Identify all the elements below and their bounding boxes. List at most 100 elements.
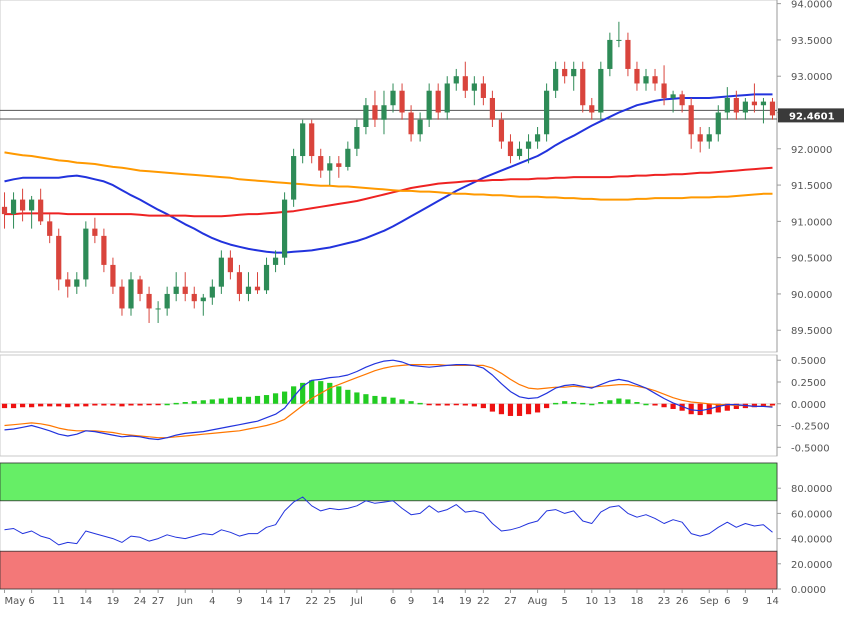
- candle-down: [733, 97, 739, 113]
- candle-down: [92, 228, 98, 236]
- macd-panel: 0.5000 0.2500 0.0000 -0.2500 -0.5000: [0, 354, 830, 457]
- candle-down: [652, 76, 658, 84]
- macd-histogram-bar-negative: [697, 403, 703, 416]
- macd-axis-tick-label: -0.5000: [791, 443, 830, 454]
- price-panel-frame: [0, 0, 778, 353]
- x-tick-label: 14: [766, 596, 779, 607]
- candle-down: [336, 163, 342, 167]
- candle-down: [110, 264, 116, 287]
- candle-up: [291, 156, 297, 200]
- candle-up: [525, 141, 532, 149]
- x-tick-label: 6: [390, 596, 396, 607]
- macd-histogram-bar-negative: [92, 403, 98, 406]
- candle-down: [191, 293, 197, 302]
- candle-down: [19, 199, 26, 211]
- macd-histogram-bar-positive: [354, 392, 360, 404]
- macd-histogram-bar-positive: [580, 402, 586, 405]
- x-tick-label: 10: [585, 596, 598, 607]
- macd-histogram-bar-negative: [453, 403, 459, 406]
- macd-histogram-bar-positive: [318, 381, 324, 404]
- x-tick-label: 25: [323, 596, 336, 607]
- candle-down: [56, 235, 62, 280]
- macd-histogram-bar-positive: [390, 397, 396, 404]
- candle-up: [363, 105, 369, 128]
- macd-histogram-bar-positive: [553, 402, 559, 405]
- macd-histogram-bar-negative: [10, 403, 17, 409]
- price-axis-tick-label: 91.5000: [791, 181, 832, 192]
- last-price-label: 92.4601: [789, 111, 835, 122]
- macd-histogram-bar-negative: [101, 403, 107, 406]
- macd-histogram-bar-negative: [1, 403, 8, 409]
- candle-down: [589, 105, 595, 113]
- macd-histogram-bar-negative: [19, 403, 26, 408]
- macd-histogram-bar-positive: [281, 391, 288, 404]
- macd-histogram-bar-positive: [589, 403, 595, 406]
- price-axis-tick-label: 91.0000: [791, 217, 832, 228]
- macd-histogram-bar-negative: [110, 403, 116, 406]
- candle-up: [534, 134, 541, 142]
- macd-histogram-bar-positive: [616, 398, 622, 404]
- candle-down: [697, 134, 703, 142]
- macd-histogram-bar-positive: [562, 401, 568, 404]
- macd-histogram-bar-negative: [670, 403, 676, 409]
- candle-down: [688, 105, 694, 135]
- macd-histogram-bar-positive: [173, 402, 179, 405]
- macd-line: [4, 359, 773, 441]
- candle-down: [435, 90, 441, 113]
- candle-up: [263, 264, 270, 291]
- candle-down: [1, 206, 8, 215]
- macd-histogram-bar-negative: [661, 403, 667, 408]
- candle-up: [128, 279, 134, 309]
- candle-up: [218, 257, 224, 287]
- macd-histogram-bar-positive: [263, 395, 270, 404]
- candle-up: [10, 199, 17, 215]
- x-tick-label: 4: [209, 596, 215, 607]
- candle-down: [119, 286, 125, 309]
- candle-up: [426, 90, 432, 120]
- candle-down: [498, 119, 505, 142]
- candle-down: [507, 141, 514, 157]
- price-axis-tick-label: 90.0000: [791, 290, 832, 301]
- macd-histogram-bar-negative: [516, 403, 523, 416]
- orange-moving-average-line: [4, 151, 773, 201]
- candle-up: [272, 257, 279, 265]
- x-tick-label: 5: [561, 596, 567, 607]
- candle-down: [489, 97, 496, 120]
- macd-histogram-bar-negative: [652, 403, 658, 406]
- candle-up: [742, 101, 748, 113]
- x-tick-label: 23: [658, 596, 671, 607]
- candle-up: [200, 297, 206, 302]
- candle-up: [444, 83, 450, 113]
- candle-down: [101, 235, 107, 265]
- macd-histogram-bar-negative: [715, 403, 721, 413]
- price-axis-tick-label: 94.0000: [791, 0, 832, 11]
- rsi-axis-tick-label: 60.0000: [791, 509, 832, 520]
- macd-histogram-bar-negative: [65, 403, 71, 408]
- candle-up: [471, 83, 477, 91]
- macd-histogram-bar-negative: [146, 403, 152, 406]
- macd-histogram-bar-positive: [363, 394, 369, 404]
- macd-histogram-bar-positive: [345, 389, 351, 404]
- macd-axis-tick-label: 0.2500: [791, 378, 826, 389]
- candle-up: [300, 123, 306, 157]
- x-tick-label: 27: [504, 596, 517, 607]
- candle-up: [453, 76, 459, 84]
- candle-down: [399, 90, 405, 113]
- x-tick-label: 6: [724, 596, 730, 607]
- macd-histogram-bar-positive: [408, 401, 414, 404]
- macd-histogram-bar-positive: [625, 399, 631, 404]
- macd-histogram-bar-negative: [760, 403, 767, 407]
- macd-histogram-bar-negative: [155, 403, 161, 406]
- candle-down: [661, 83, 667, 98]
- macd-histogram-bar-positive: [254, 395, 261, 404]
- macd-histogram-bar-negative: [119, 403, 125, 407]
- last-price-badge: [778, 108, 844, 123]
- x-tick-label: May: [5, 596, 26, 607]
- candle-up: [417, 119, 423, 135]
- macd-histogram-bar-positive: [381, 396, 387, 404]
- candle-up: [670, 94, 676, 98]
- rsi-axis-tick-label: 20.0000: [791, 560, 832, 571]
- x-tick-label: Sep: [700, 596, 719, 607]
- macd-histogram-bar-negative: [435, 403, 441, 406]
